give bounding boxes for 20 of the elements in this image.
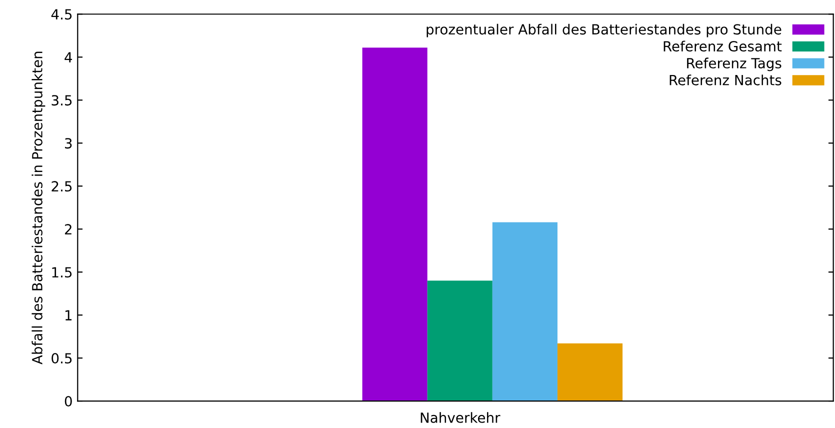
y-tick-label: 3.5 (52, 95, 72, 106)
legend-label: Referenz Tags (687, 58, 782, 72)
y-axis-title: Abfall des Batteriestandes in Prozentpunkten (32, 52, 46, 364)
legend-label: Referenz Gesamt (664, 40, 782, 52)
y-tick-label: 0 (64, 396, 72, 407)
legend-label: prozentualer Abfall des Batteriestandes pro Stunde (426, 24, 782, 38)
y-tick-label: 4.5 (51, 9, 72, 20)
bar (492, 222, 558, 402)
y-tick-label: 3 (65, 138, 72, 149)
y-tick-label: 4 (64, 52, 72, 62)
y-tick-label: 2.5 (52, 181, 72, 192)
y-tick-label: 2 (64, 224, 72, 234)
y-tick-label: 1.5 (52, 267, 72, 278)
bar (362, 48, 428, 402)
legend-label: Referenz Nachts (670, 74, 782, 86)
bar (427, 280, 492, 402)
bar (557, 343, 623, 402)
x-tick-label: Nahverkehr (420, 412, 500, 423)
y-tick-label: 0.5 (52, 353, 72, 364)
y-tick-label: 1 (65, 310, 72, 320)
